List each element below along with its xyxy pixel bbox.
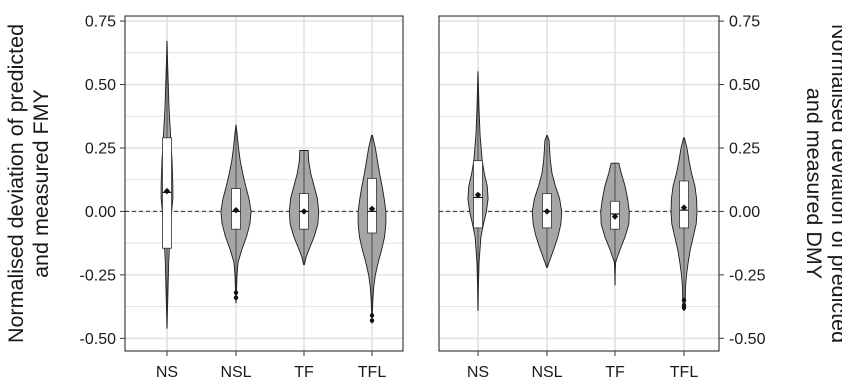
outlier-point bbox=[369, 313, 375, 318]
y-axis-title-line: and measured DMY bbox=[802, 88, 826, 279]
mean-marker-ns bbox=[474, 191, 482, 199]
mean-marker-tfl bbox=[368, 205, 376, 213]
y-tick-label: -0.50 bbox=[80, 331, 117, 348]
y-tick-label: 0.25 bbox=[85, 140, 116, 157]
outlier-point bbox=[681, 305, 687, 311]
panels: 0.75 0.50 0.25 0.00 -0.25 -0.50 NS NSL TF TFL Norm… bbox=[4, 14, 842, 381]
x-tick-label: NS bbox=[467, 364, 489, 381]
panel-1: 0.75 0.50 0.25 0.00 -0.25 -0.50 NS NSL TF TFL Norm… bbox=[4, 14, 404, 381]
x-tick-label: NS bbox=[156, 364, 178, 381]
outlier-point bbox=[369, 318, 375, 323]
x-tick-label: TFL bbox=[358, 364, 387, 381]
y-tick-label: -0.25 bbox=[729, 267, 766, 284]
outlier-point bbox=[233, 290, 239, 295]
y-tick-label: 0.00 bbox=[85, 204, 116, 221]
y-axis-title: Normalised deviation of predictedand mea… bbox=[802, 24, 842, 343]
x-tick-label: NSL bbox=[220, 364, 251, 381]
y-tick-label: 0.75 bbox=[729, 14, 760, 31]
mean-marker-nsl bbox=[543, 208, 551, 215]
x-tick-label: NSL bbox=[531, 364, 562, 381]
mean-marker-ns bbox=[163, 187, 171, 195]
panel-border bbox=[438, 15, 720, 352]
y-tick-label: 0.00 bbox=[729, 204, 760, 221]
panel-border bbox=[124, 15, 404, 352]
mean-marker-tf bbox=[611, 213, 619, 220]
y-tick-label: 0.75 bbox=[85, 14, 116, 31]
y-tick-label: 0.50 bbox=[85, 77, 116, 94]
y-tick-label: 0.50 bbox=[729, 77, 760, 94]
mean-marker-nsl bbox=[232, 206, 240, 214]
mean-marker-tf bbox=[300, 208, 308, 215]
y-tick-label: -0.25 bbox=[80, 267, 117, 284]
outlier-point bbox=[233, 295, 239, 300]
y-axis-title-line: Normalised deviation of predicted bbox=[4, 24, 28, 343]
y-axis-title: Normalised deviation of predictedand mea… bbox=[4, 24, 53, 343]
x-tick-label: TF bbox=[605, 364, 625, 381]
y-tick-label: -0.50 bbox=[729, 331, 766, 348]
outlier-point bbox=[681, 298, 687, 303]
panel-2: 0.75 0.50 0.25 0.00 -0.25 -0.50 NS NSL TF TFL Norm… bbox=[438, 14, 842, 381]
y-tick-label: 0.25 bbox=[729, 140, 760, 157]
y-axis-title-line: Normalised deviation of predicted bbox=[827, 24, 842, 343]
x-tick-label: TFL bbox=[670, 364, 699, 381]
y-axis-title-line: and measured FMY bbox=[29, 89, 53, 278]
x-tick-label: TF bbox=[294, 364, 314, 381]
mean-marker-tfl bbox=[680, 204, 688, 211]
